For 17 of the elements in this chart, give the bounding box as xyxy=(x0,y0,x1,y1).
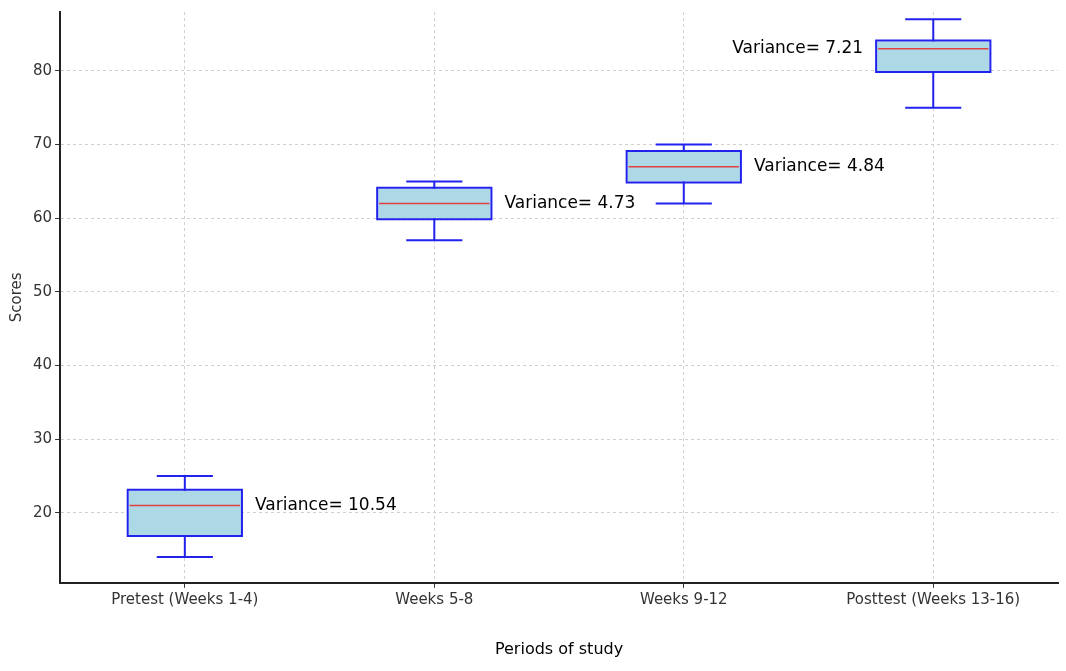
annotation: Variance= 4.84 xyxy=(753,155,885,176)
y-tick-label: 60 xyxy=(32,208,53,227)
x-tick-label: Weeks 5-8 xyxy=(395,589,474,608)
y-tick-label: 30 xyxy=(32,429,53,448)
y-tick-label: 40 xyxy=(32,355,53,374)
annotation: Variance= 10.54 xyxy=(254,493,397,514)
y-tick-label: 70 xyxy=(32,134,53,153)
x-tick-label: Posttest (Weeks 13-16) xyxy=(846,589,1021,608)
annotation: Variance= 4.73 xyxy=(504,191,636,212)
y-tick-label: 50 xyxy=(32,281,53,300)
annotation: Variance= 7.21 xyxy=(732,37,864,58)
x-tick-label: Pretest (Weeks 1-4) xyxy=(111,589,259,608)
y-tick-label: 20 xyxy=(32,502,53,521)
y-axis-title: Scores xyxy=(6,272,25,323)
y-tick-label: 80 xyxy=(32,60,53,79)
x-axis-title: Periods of study xyxy=(494,638,624,658)
x-tick-label: Weeks 9-12 xyxy=(639,589,728,608)
